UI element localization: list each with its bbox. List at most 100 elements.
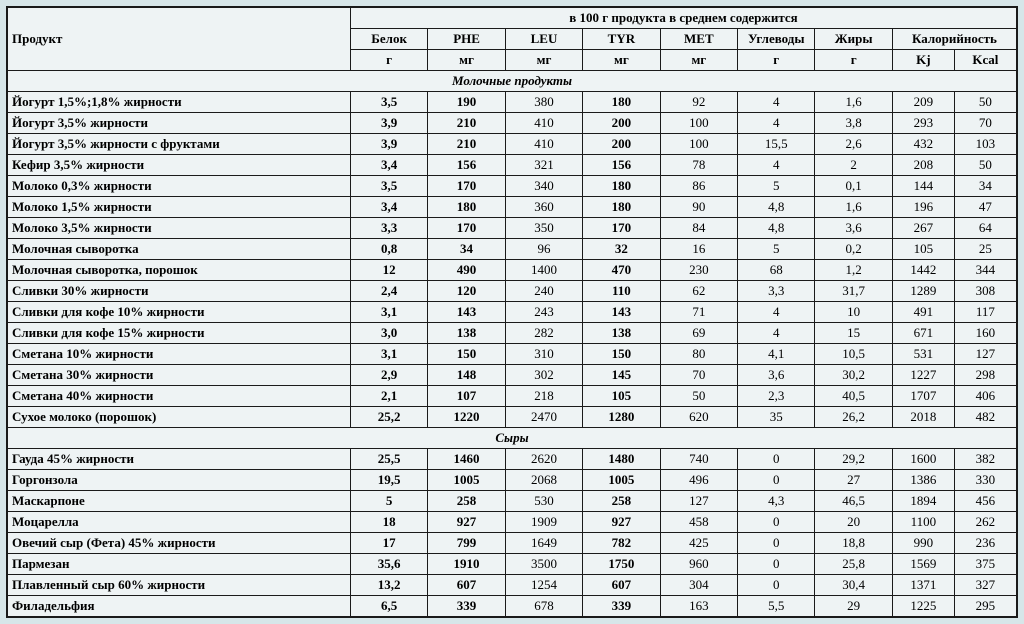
cell-fat: 3,8 xyxy=(815,113,892,134)
cell-carbs: 0 xyxy=(738,575,815,596)
cell-leu: 310 xyxy=(505,344,582,365)
cell-kcal: 25 xyxy=(954,239,1016,260)
cell-carbs: 4,8 xyxy=(738,218,815,239)
cell-met: 50 xyxy=(660,386,737,407)
cell-kj: 1442 xyxy=(892,260,954,281)
table-row: Йогурт 1,5%;1,8% жирности3,5190380180924… xyxy=(8,92,1017,113)
cell-kcal: 103 xyxy=(954,134,1016,155)
cell-protein: 19,5 xyxy=(350,470,427,491)
cell-leu: 96 xyxy=(505,239,582,260)
cell-fat: 2,6 xyxy=(815,134,892,155)
cell-kj: 208 xyxy=(892,155,954,176)
cell-leu: 360 xyxy=(505,197,582,218)
cell-phe: 1910 xyxy=(428,554,505,575)
cell-tyr: 1280 xyxy=(583,407,660,428)
cell-kj: 671 xyxy=(892,323,954,344)
cell-leu: 410 xyxy=(505,113,582,134)
cell-fat: 0,1 xyxy=(815,176,892,197)
cell-name: Сухое молоко (порошок) xyxy=(8,407,351,428)
cell-kj: 209 xyxy=(892,92,954,113)
cell-kj: 105 xyxy=(892,239,954,260)
unit-tyr: мг xyxy=(583,50,660,71)
col-met: MET xyxy=(660,29,737,50)
cell-name: Овечий сыр (Фета) 45% жирности xyxy=(8,533,351,554)
table-row: Гауда 45% жирности25,5146026201480740029… xyxy=(8,449,1017,470)
cell-met: 62 xyxy=(660,281,737,302)
cell-leu: 410 xyxy=(505,134,582,155)
cell-tyr: 339 xyxy=(583,596,660,617)
cell-kcal: 382 xyxy=(954,449,1016,470)
cell-fat: 1,2 xyxy=(815,260,892,281)
cell-tyr: 200 xyxy=(583,113,660,134)
cell-carbs: 0 xyxy=(738,512,815,533)
cell-phe: 150 xyxy=(428,344,505,365)
cell-fat: 20 xyxy=(815,512,892,533)
cell-phe: 258 xyxy=(428,491,505,512)
cell-tyr: 1005 xyxy=(583,470,660,491)
cell-kj: 2018 xyxy=(892,407,954,428)
table-row: Молочная сыворотка0,83496321650,210525 xyxy=(8,239,1017,260)
cell-leu: 2470 xyxy=(505,407,582,428)
cell-fat: 26,2 xyxy=(815,407,892,428)
cell-leu: 321 xyxy=(505,155,582,176)
cell-kcal: 262 xyxy=(954,512,1016,533)
cell-kcal: 236 xyxy=(954,533,1016,554)
cell-protein: 0,8 xyxy=(350,239,427,260)
cell-met: 92 xyxy=(660,92,737,113)
unit-phe: мг xyxy=(428,50,505,71)
cell-tyr: 110 xyxy=(583,281,660,302)
cell-name: Молоко 1,5% жирности xyxy=(8,197,351,218)
cell-leu: 2068 xyxy=(505,470,582,491)
cell-tyr: 470 xyxy=(583,260,660,281)
table-row: Йогурт 3,5% жирности3,921041020010043,82… xyxy=(8,113,1017,134)
cell-protein: 17 xyxy=(350,533,427,554)
unit-kcal: Kcal xyxy=(954,50,1016,71)
cell-name: Сметана 10% жирности xyxy=(8,344,351,365)
cell-name: Йогурт 3,5% жирности xyxy=(8,113,351,134)
cell-phe: 1460 xyxy=(428,449,505,470)
cell-protein: 35,6 xyxy=(350,554,427,575)
cell-met: 16 xyxy=(660,239,737,260)
cell-protein: 13,2 xyxy=(350,575,427,596)
table-row: Плавленный сыр 60% жирности13,2607125460… xyxy=(8,575,1017,596)
cell-phe: 107 xyxy=(428,386,505,407)
cell-kcal: 127 xyxy=(954,344,1016,365)
cell-protein: 3,5 xyxy=(350,92,427,113)
cell-phe: 607 xyxy=(428,575,505,596)
cell-phe: 156 xyxy=(428,155,505,176)
cell-met: 86 xyxy=(660,176,737,197)
cell-carbs: 4 xyxy=(738,92,815,113)
cell-kcal: 50 xyxy=(954,155,1016,176)
cell-protein: 3,3 xyxy=(350,218,427,239)
cell-kcal: 64 xyxy=(954,218,1016,239)
cell-protein: 3,1 xyxy=(350,302,427,323)
table-row: Молоко 1,5% жирности3,4180360180904,81,6… xyxy=(8,197,1017,218)
col-per100: в 100 г продукта в среднем содержится xyxy=(350,8,1016,29)
table-row: Сухое молоко (порошок)25,212202470128062… xyxy=(8,407,1017,428)
cell-phe: 210 xyxy=(428,134,505,155)
table-row: Сметана 10% жирности3,1150310150804,110,… xyxy=(8,344,1017,365)
cell-met: 80 xyxy=(660,344,737,365)
cell-kj: 1569 xyxy=(892,554,954,575)
nutrition-table-container: Продукт в 100 г продукта в среднем содер… xyxy=(6,6,1018,618)
cell-met: 425 xyxy=(660,533,737,554)
table-row: Йогурт 3,5% жирности с фруктами3,9210410… xyxy=(8,134,1017,155)
cell-name: Йогурт 1,5%;1,8% жирности xyxy=(8,92,351,113)
cell-leu: 380 xyxy=(505,92,582,113)
cell-name: Сливки для кофе 10% жирности xyxy=(8,302,351,323)
cell-name: Филадельфия xyxy=(8,596,351,617)
unit-carbs: г xyxy=(738,50,815,71)
cell-kcal: 406 xyxy=(954,386,1016,407)
cell-fat: 2 xyxy=(815,155,892,176)
cell-phe: 490 xyxy=(428,260,505,281)
unit-protein: г xyxy=(350,50,427,71)
cell-kcal: 308 xyxy=(954,281,1016,302)
cell-fat: 31,7 xyxy=(815,281,892,302)
table-row: Сливки для кофе 10% жирности3,1143243143… xyxy=(8,302,1017,323)
cell-kj: 1894 xyxy=(892,491,954,512)
table-row: Моцарелла1892719099274580201100262 xyxy=(8,512,1017,533)
cell-leu: 1254 xyxy=(505,575,582,596)
cell-tyr: 1480 xyxy=(583,449,660,470)
cell-phe: 927 xyxy=(428,512,505,533)
cell-phe: 1005 xyxy=(428,470,505,491)
